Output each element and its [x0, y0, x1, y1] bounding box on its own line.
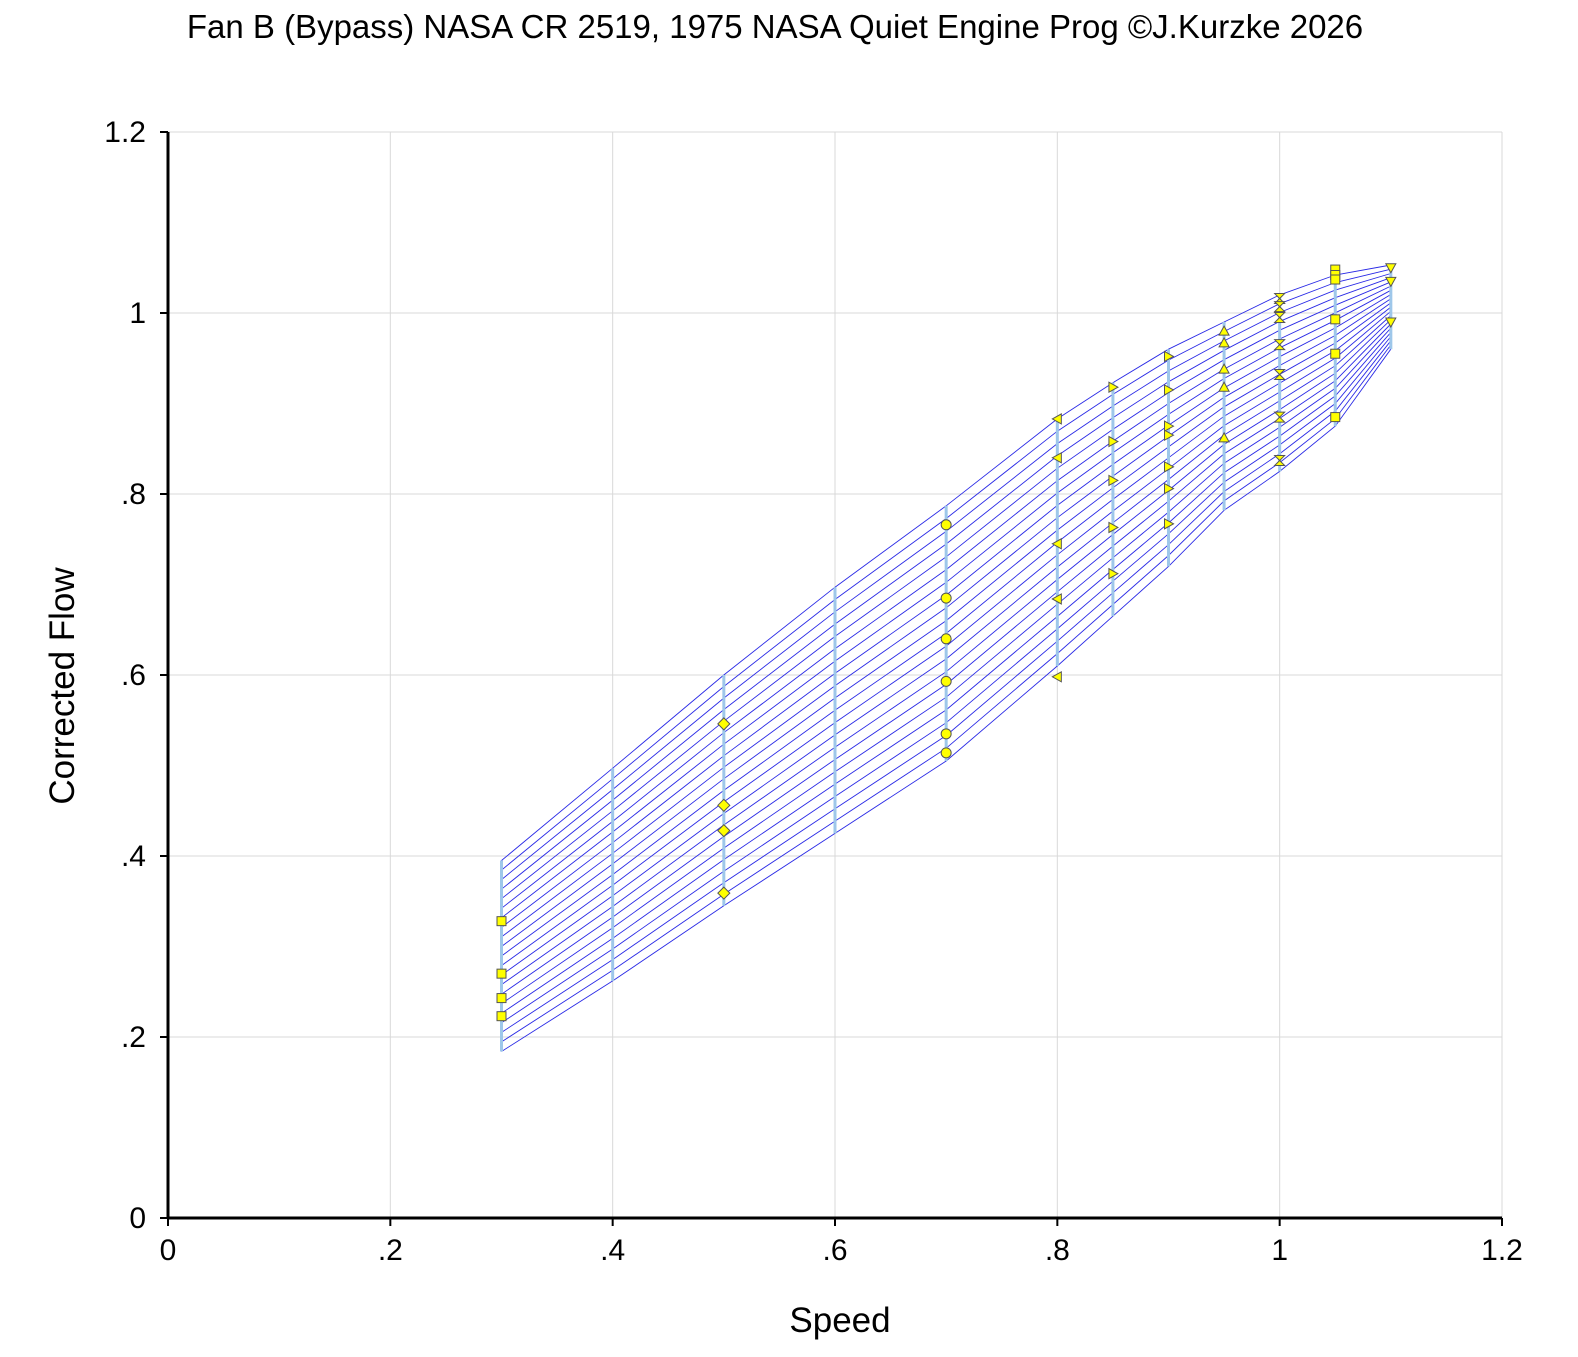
y-tick-label: 1.2	[104, 116, 146, 149]
x-tick-label: .4	[600, 1234, 625, 1267]
data-point	[1051, 413, 1062, 425]
beta-line	[501, 273, 1391, 880]
beta-line	[501, 319, 1392, 985]
beta-line	[501, 348, 1392, 1052]
beta-line	[501, 264, 1391, 861]
data-point	[940, 675, 952, 687]
data-point	[940, 519, 952, 531]
data-point	[1108, 474, 1119, 487]
y-tick-label: 1	[129, 297, 146, 330]
data-point	[1218, 363, 1230, 374]
beta-line	[501, 336, 1392, 1024]
beta-line	[501, 306, 1392, 957]
beta-line	[501, 289, 1392, 919]
data-point	[1051, 593, 1062, 605]
data-point	[1164, 350, 1175, 363]
data-point	[1384, 263, 1397, 274]
data-point	[1108, 435, 1119, 448]
data-point	[1164, 420, 1175, 432]
x-tick-label: 1.2	[1481, 1234, 1523, 1267]
data-point	[1273, 369, 1286, 381]
beta-lines	[501, 264, 1392, 1052]
data-point	[1164, 482, 1175, 495]
x-tick-label: .2	[378, 1234, 403, 1267]
data-point	[1218, 336, 1230, 348]
data-point	[1273, 455, 1286, 467]
y-tick-label: 0	[129, 1202, 146, 1235]
data-point	[1108, 567, 1119, 580]
chart-title: Fan B (Bypass) NASA CR 2519, 1975 NASA Q…	[186, 8, 1364, 45]
data-point	[1164, 461, 1175, 473]
data-point	[1384, 276, 1397, 288]
data-point	[717, 717, 731, 731]
x-tick-label: 1	[1271, 1234, 1288, 1267]
data-point	[1164, 384, 1175, 396]
beta-line	[501, 298, 1392, 938]
beta-line	[501, 315, 1392, 976]
data-point	[1164, 429, 1175, 442]
x-axis-title: Speed	[789, 1301, 890, 1340]
data-point	[1108, 521, 1119, 534]
axes	[160, 131, 1503, 1226]
data-point	[940, 592, 952, 604]
data-point	[496, 1011, 507, 1022]
data-point	[496, 916, 507, 927]
data-point	[940, 633, 952, 645]
beta-line	[501, 302, 1392, 947]
beta-line	[501, 294, 1392, 928]
data-point	[1273, 339, 1286, 351]
beta-line	[501, 310, 1392, 966]
measured-points	[496, 263, 1397, 1022]
data-point	[717, 823, 731, 838]
data-point	[1051, 451, 1062, 464]
data-point	[1051, 670, 1062, 683]
beta-line	[501, 340, 1392, 1033]
data-point	[1164, 518, 1175, 530]
data-point	[1218, 325, 1230, 336]
beta-line	[501, 281, 1391, 900]
y-axis-title: Corrected Flow	[43, 567, 82, 805]
beta-line	[501, 332, 1392, 1014]
tick-labels: 0 .2 .4 .6 .8 1 1.2 0 .2 .4 .6 .8 1 1.2	[104, 116, 1523, 1267]
beta-line	[501, 327, 1392, 1005]
y-tick-label: .8	[121, 478, 146, 511]
y-tick-label: .6	[121, 659, 146, 692]
x-tick-label: .6	[822, 1234, 847, 1267]
data-point	[1273, 411, 1286, 423]
y-tick-label: .2	[121, 1021, 146, 1054]
data-point	[1330, 274, 1341, 285]
data-point	[940, 728, 952, 740]
data-point	[940, 747, 952, 759]
x-tick-label: 0	[160, 1234, 177, 1267]
data-point	[1218, 431, 1230, 443]
beta-line	[501, 285, 1391, 909]
data-point	[1273, 312, 1286, 324]
data-point	[1273, 301, 1286, 313]
beta-line	[501, 277, 1391, 890]
data-point	[496, 993, 507, 1004]
x-tick-label: .8	[1045, 1234, 1070, 1267]
data-point	[496, 968, 507, 979]
beta-line	[501, 268, 1391, 871]
data-point	[1330, 412, 1341, 423]
data-point	[1051, 537, 1062, 550]
data-point	[1330, 314, 1341, 325]
data-point	[717, 886, 731, 900]
data-point	[1273, 293, 1286, 305]
data-point	[1218, 381, 1230, 392]
y-tick-label: .4	[121, 840, 146, 873]
data-point	[717, 798, 731, 813]
beta-line	[501, 323, 1392, 995]
data-point	[1108, 381, 1119, 394]
beta-line	[501, 344, 1392, 1043]
speed-lines	[500, 265, 1393, 1052]
data-point	[1330, 348, 1341, 359]
data-point	[1384, 317, 1397, 329]
